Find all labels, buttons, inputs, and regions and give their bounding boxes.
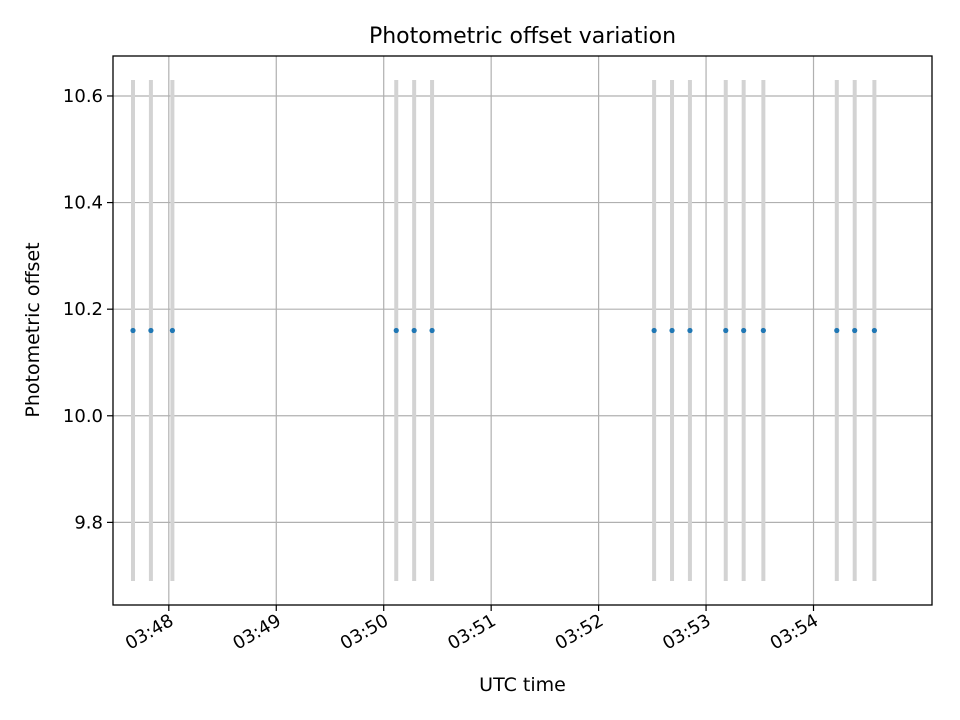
- data-point: [411, 327, 417, 334]
- data-point: [760, 327, 766, 334]
- chart-title: Photometric offset variation: [369, 24, 676, 49]
- data-point: [723, 327, 729, 334]
- y-tick-label: 10.0: [63, 406, 103, 427]
- y-axis-ticks: 9.8 10.0 10.2 10.4 10.6: [63, 86, 113, 533]
- data-point: [687, 327, 693, 334]
- data-point: [871, 327, 877, 334]
- data-point: [651, 327, 657, 334]
- data-point: [393, 327, 399, 334]
- y-tick-label: 10.6: [63, 86, 103, 107]
- data-point: [429, 327, 435, 334]
- data-point: [169, 327, 175, 334]
- data-point: [834, 327, 840, 334]
- data-points: [130, 327, 877, 334]
- y-tick-label: 10.2: [63, 299, 103, 320]
- y-tick-label: 10.4: [63, 193, 103, 214]
- plot-frame: [112, 55, 933, 606]
- y-axis-label: Photometric offset: [22, 242, 44, 417]
- data-point: [669, 327, 675, 334]
- data-point: [741, 327, 747, 334]
- x-axis-label: UTC time: [479, 674, 566, 696]
- grid: [113, 56, 932, 605]
- data-point: [130, 327, 136, 334]
- data-point: [852, 327, 858, 334]
- y-tick-label: 9.8: [74, 512, 103, 533]
- data-point: [148, 327, 154, 334]
